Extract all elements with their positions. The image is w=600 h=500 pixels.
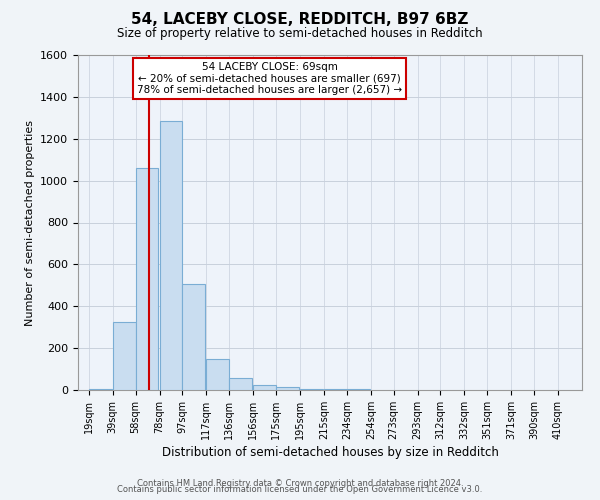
- Text: 54 LACEBY CLOSE: 69sqm
← 20% of semi-detached houses are smaller (697)
78% of se: 54 LACEBY CLOSE: 69sqm ← 20% of semi-det…: [137, 62, 402, 95]
- Bar: [300, 389, 323, 390]
- Bar: [160, 121, 182, 390]
- Bar: [229, 378, 252, 390]
- Bar: [324, 389, 347, 390]
- Bar: [206, 358, 229, 390]
- Bar: [136, 168, 158, 390]
- Bar: [89, 389, 112, 390]
- Bar: [253, 385, 276, 390]
- X-axis label: Distribution of semi-detached houses by size in Redditch: Distribution of semi-detached houses by …: [161, 446, 499, 459]
- Text: Size of property relative to semi-detached houses in Redditch: Size of property relative to semi-detach…: [117, 28, 483, 40]
- Bar: [113, 322, 136, 390]
- Y-axis label: Number of semi-detached properties: Number of semi-detached properties: [25, 120, 35, 326]
- Text: Contains public sector information licensed under the Open Government Licence v3: Contains public sector information licen…: [118, 485, 482, 494]
- Text: 54, LACEBY CLOSE, REDDITCH, B97 6BZ: 54, LACEBY CLOSE, REDDITCH, B97 6BZ: [131, 12, 469, 28]
- Bar: [182, 284, 205, 390]
- Bar: [276, 387, 299, 390]
- Text: Contains HM Land Registry data © Crown copyright and database right 2024.: Contains HM Land Registry data © Crown c…: [137, 478, 463, 488]
